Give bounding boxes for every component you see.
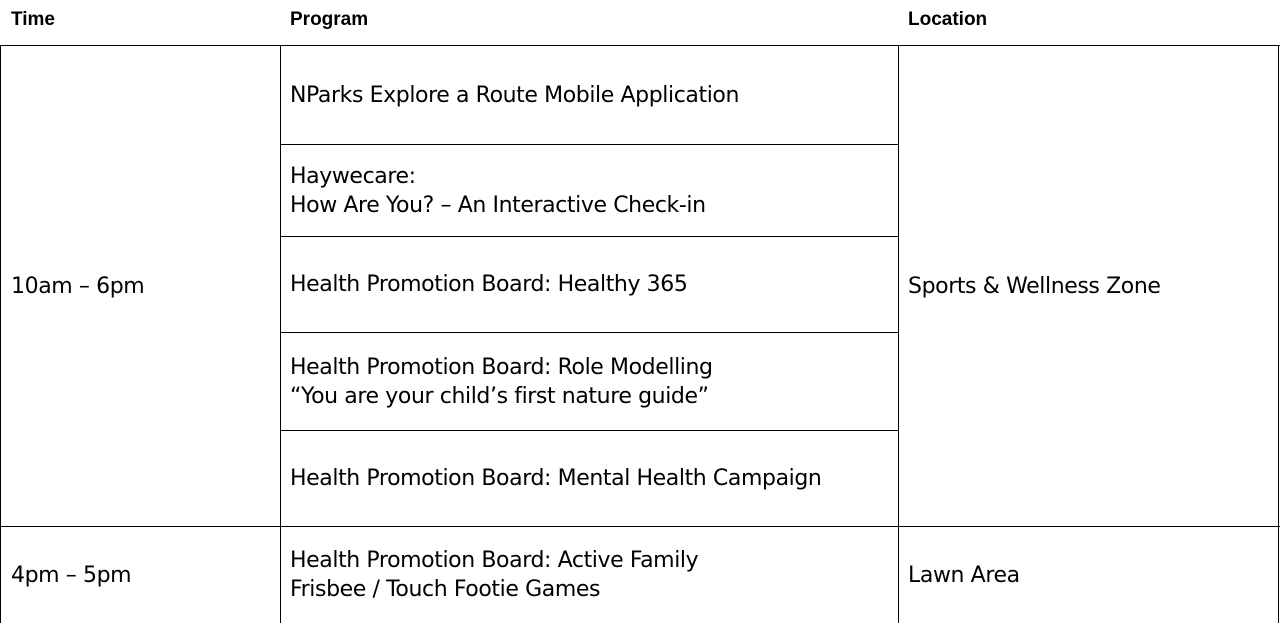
header-program: Program — [290, 9, 369, 30]
program-cell: Health Promotion Board: Active Family Fr… — [290, 527, 890, 623]
row-divider — [280, 430, 898, 431]
row-divider — [280, 144, 898, 145]
row-divider — [280, 236, 898, 237]
location-value: Lawn Area — [908, 562, 1020, 588]
time-value: 10am – 6pm — [11, 273, 145, 299]
program-line: Health Promotion Board: Healthy 365 — [290, 272, 688, 297]
location-cell: Sports & Wellness Zone — [908, 46, 1273, 526]
header-bottom-rule — [0, 45, 1280, 46]
location-cell: Lawn Area — [908, 527, 1273, 623]
program-cell: Health Promotion Board: Role Modelling “… — [290, 333, 890, 430]
program-line: How Are You? – An Interactive Check-in — [290, 192, 706, 218]
program-line: Haywecare: — [290, 163, 416, 189]
time-value: 4pm – 5pm — [11, 562, 132, 588]
program-cell: Haywecare: How Are You? – An Interactive… — [290, 145, 890, 236]
location-value: Sports & Wellness Zone — [908, 273, 1161, 299]
time-cell: 10am – 6pm — [11, 46, 276, 526]
group-divider — [0, 526, 1280, 527]
program-line: Health Promotion Board: Mental Health Ca… — [290, 466, 822, 491]
row-divider — [280, 332, 898, 333]
program-line: “You are your child’s first nature guide… — [290, 383, 709, 409]
program-cell: Health Promotion Board: Mental Health Ca… — [290, 431, 890, 526]
table-header-row: Time Program Location — [0, 0, 1280, 46]
program-cell: NParks Explore a Route Mobile Applicatio… — [290, 46, 890, 144]
table-left-border — [0, 45, 1, 623]
time-cell: 4pm – 5pm — [11, 527, 276, 623]
program-line: NParks Explore a Route Mobile Applicatio… — [290, 82, 740, 108]
program-cell: Health Promotion Board: Healthy 365 — [290, 237, 890, 332]
program-line: Frisbee / Touch Footie Games — [290, 577, 601, 602]
program-line: Health Promotion Board: Active Family — [290, 548, 699, 573]
column-divider-time-program — [280, 45, 281, 623]
table-right-border — [1278, 45, 1279, 623]
header-time: Time — [11, 9, 56, 30]
program-line: Health Promotion Board: Role Modelling — [290, 354, 713, 380]
header-location: Location — [908, 9, 988, 30]
column-divider-program-location — [898, 45, 899, 623]
